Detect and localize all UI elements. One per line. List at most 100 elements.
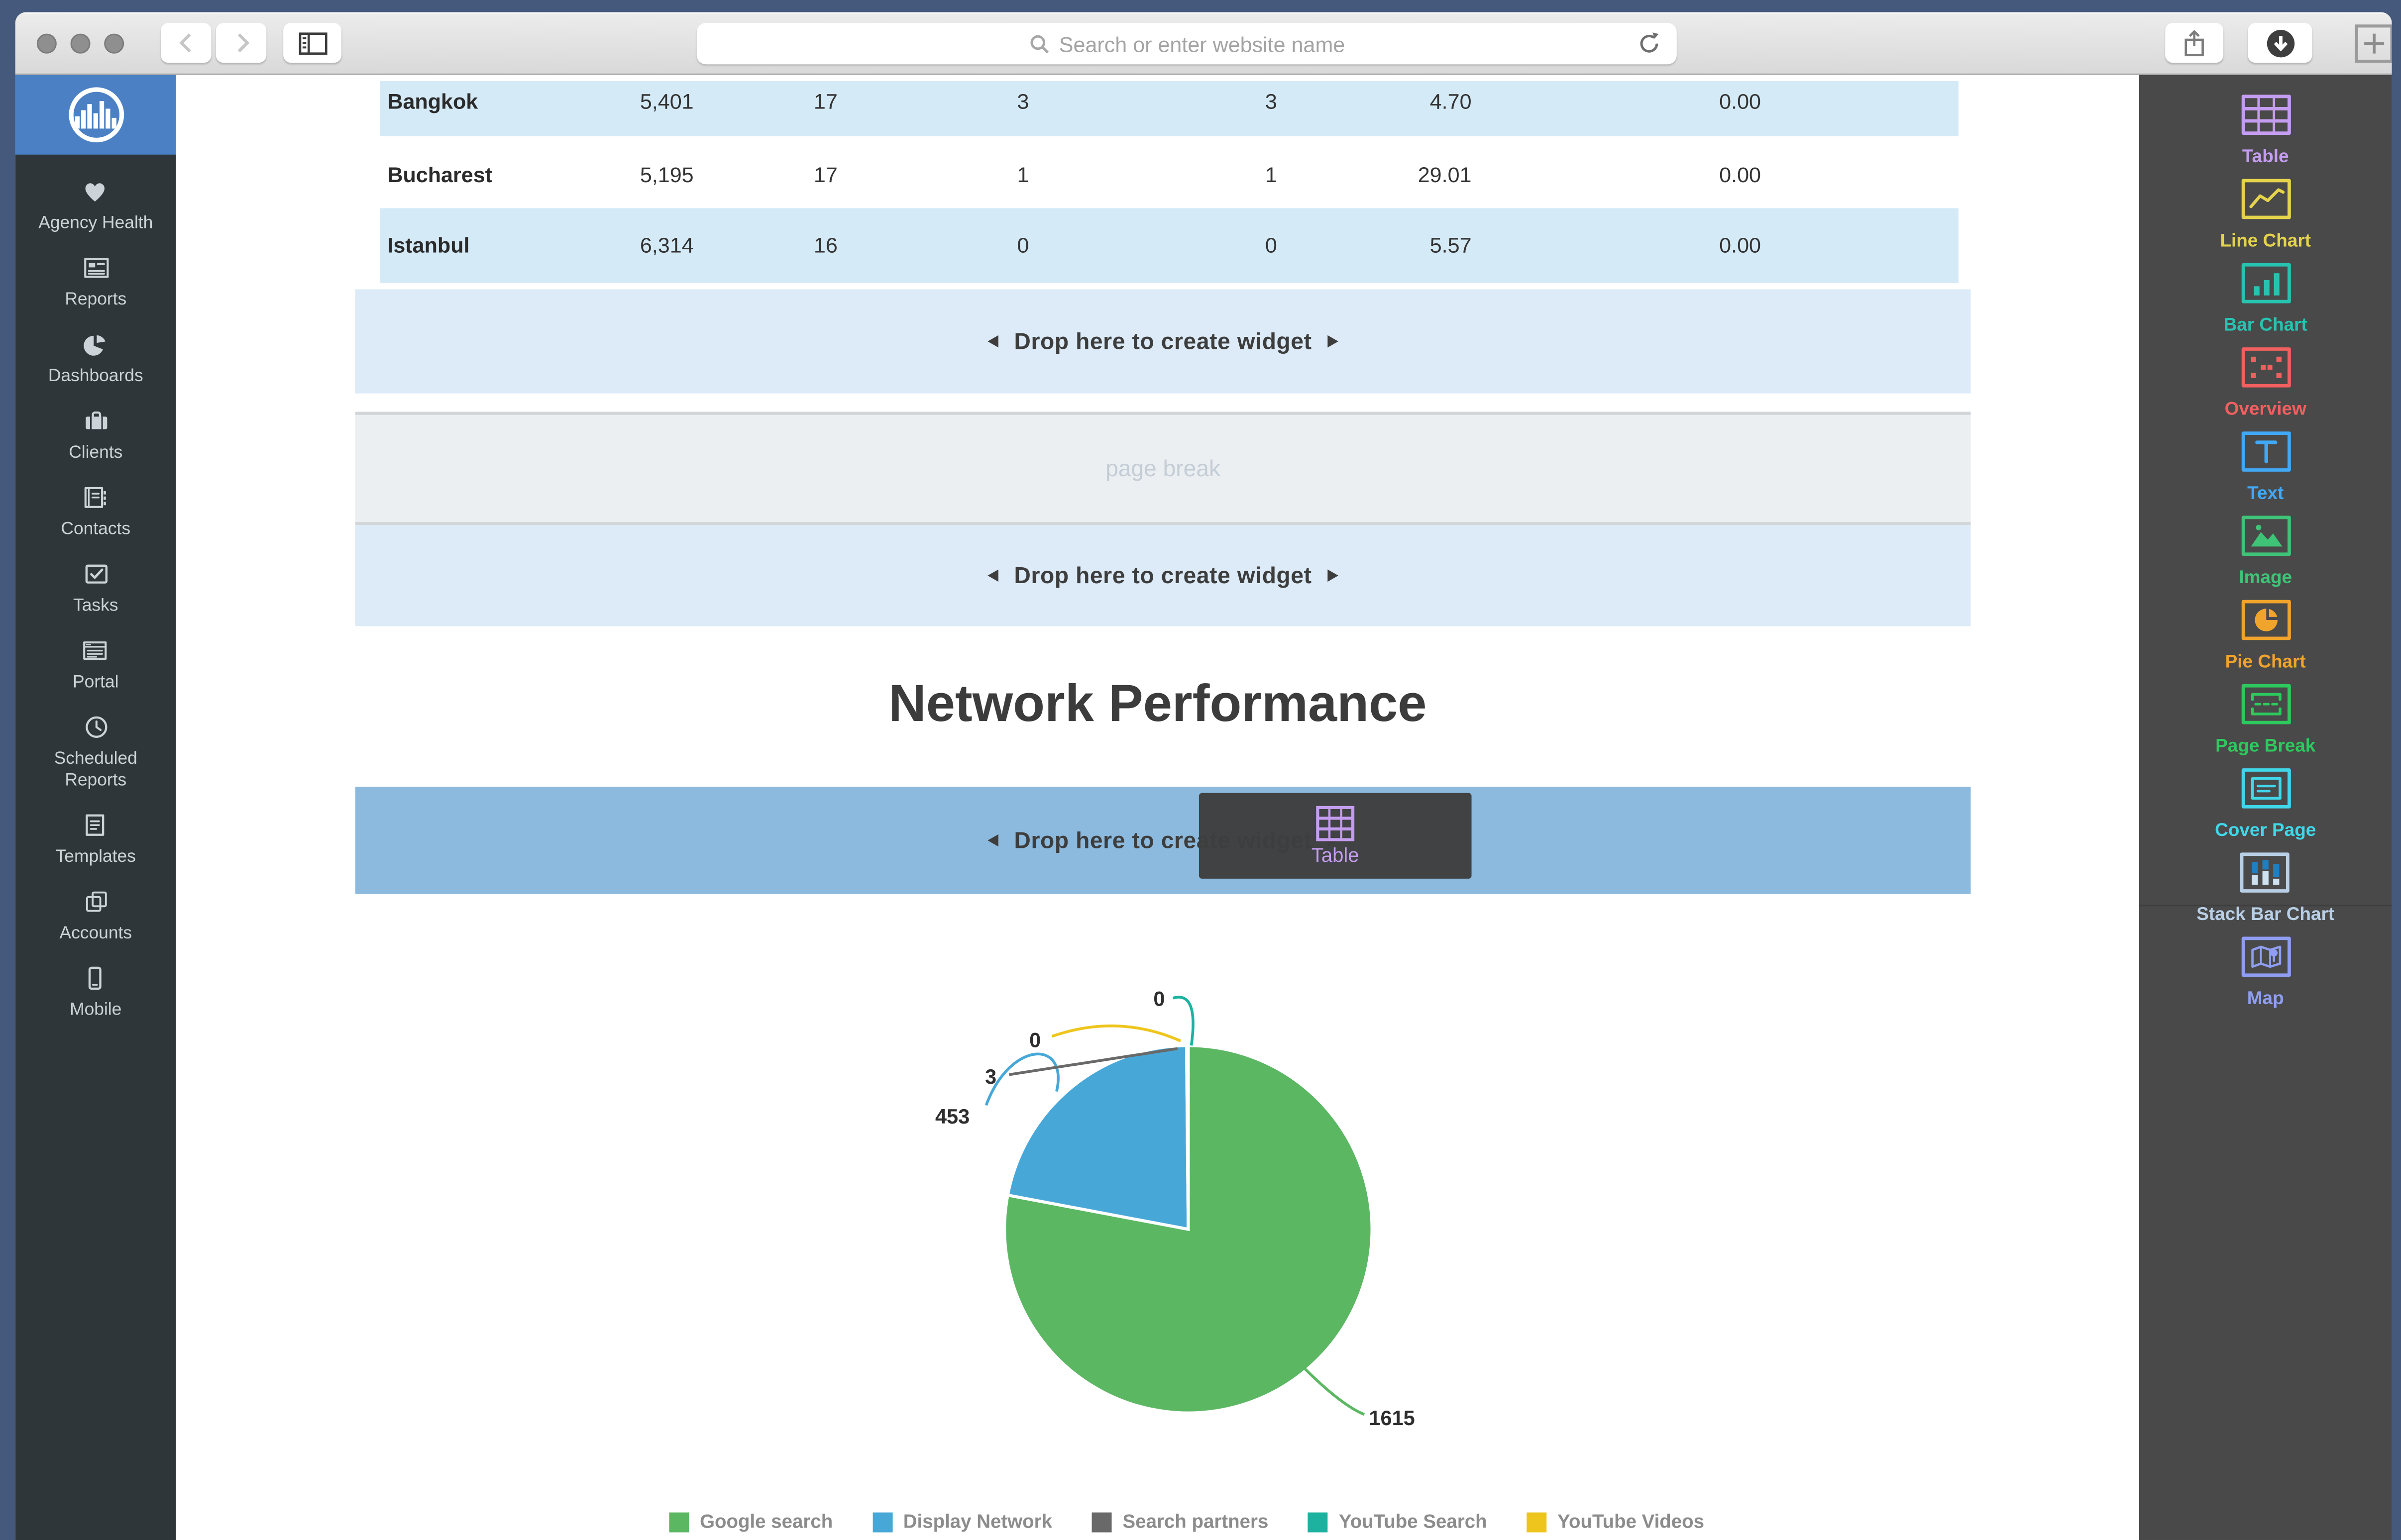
table-row[interactable]: Bucharest 5,195 17 1 1 29.01 0.00 [380, 136, 1959, 208]
palette-item-label: Overview [2224, 398, 2306, 419]
table-cell-value: 29.01 [1418, 162, 1472, 187]
palette-item-map[interactable]: Map [2239, 935, 2292, 1009]
table-cell-value: 0.00 [1719, 232, 1761, 257]
right-triangle-icon [1327, 569, 1338, 582]
leader-line [984, 1052, 1060, 1106]
section-title: Network Performance [888, 675, 1427, 733]
search-icon [1030, 34, 1048, 53]
page-break-widget[interactable]: page break [355, 411, 1971, 525]
sidebar-item-tasks[interactable]: Tasks [73, 559, 118, 617]
right-triangle-icon [1327, 335, 1338, 348]
palette-item-stack-bar-chart[interactable]: Stack Bar Chart [2196, 851, 2334, 924]
palette-item-image[interactable]: Image [2239, 514, 2292, 588]
table-row[interactable]: Istanbul 6,314 16 0 0 5.57 0.00 [379, 208, 1959, 284]
sidebar-item-templates[interactable]: Templates [56, 810, 136, 868]
sidebar-item-label: Tasks [73, 597, 118, 616]
sidebar-item-contacts[interactable]: Contacts [61, 482, 130, 540]
legend-swatch-icon [1091, 1512, 1112, 1532]
sidebar-item-mobile[interactable]: Mobile [70, 963, 121, 1022]
share-icon [2184, 29, 2204, 56]
table-cell-city: Bucharest [387, 162, 493, 187]
sidebar-item-portal[interactable]: Portal [73, 635, 118, 694]
clock-icon [81, 712, 111, 743]
palette-item-pie-chart[interactable]: Pie Chart [2225, 599, 2306, 672]
leader-line [1009, 1047, 1178, 1076]
legend-label: Display Network [903, 1511, 1053, 1533]
report-table-widget[interactable]: Bangkok 5,401 17 3 3 4.70 0.00 Bucharest 5,195 17… [379, 81, 1959, 284]
palette-item-label: Page Break [2215, 734, 2316, 756]
legend-swatch-icon [1527, 1512, 1547, 1532]
dropzone-1[interactable]: Drop here to create widget [355, 289, 1971, 394]
new-tab-button[interactable] [2355, 24, 2392, 63]
address-placeholder: Search or enter website name [1059, 31, 1345, 56]
pie-chart-widget-icon [2239, 599, 2292, 649]
palette-item-bar-chart[interactable]: Bar Chart [2224, 262, 2307, 335]
legend-item: YouTube Videos [1527, 1511, 1704, 1533]
sidebar-item-label: Templates [55, 848, 136, 867]
table-cell-value: 4.70 [1429, 89, 1472, 113]
palette-item-overview[interactable]: Overview [2225, 346, 2306, 419]
sidebar-item-label: Clients [69, 444, 123, 463]
dropzone-2[interactable]: Drop here to create widget [355, 525, 1971, 626]
sidebar-item-dashboards[interactable]: Dashboards [48, 329, 143, 388]
palette-item-table[interactable]: Table [2239, 94, 2292, 167]
leader-line [1172, 996, 1195, 1046]
dropzone-text: Drop here to create widget [1014, 562, 1312, 589]
back-button[interactable] [161, 23, 212, 63]
palette-item-line-chart[interactable]: Line Chart [2220, 178, 2311, 251]
legend-label: Search partners [1122, 1511, 1269, 1533]
close-window-button[interactable] [36, 33, 57, 54]
pie-data-label: 3 [985, 1065, 996, 1088]
pie-data-label: 0 [1153, 987, 1165, 1010]
table-cell-value: 0 [1265, 232, 1277, 257]
palette-item-cover-page[interactable]: Cover Page [2215, 767, 2316, 840]
text-widget-icon [2239, 430, 2292, 481]
logo-bars-icon [68, 87, 123, 143]
share-button[interactable] [2165, 23, 2224, 63]
sidebar-item-label: Mobile [70, 1001, 122, 1020]
legend-label: Google search [700, 1511, 833, 1533]
left-triangle-icon [988, 335, 999, 348]
table-cell-value: 3 [1265, 89, 1277, 113]
left-triangle-icon [988, 569, 999, 582]
table-cell-value: 5,401 [640, 89, 694, 113]
leader-line [1302, 1366, 1365, 1416]
drag-ghost-label: Table [1311, 843, 1359, 867]
zoom-window-button[interactable] [104, 33, 124, 54]
forward-button[interactable] [216, 23, 267, 63]
sidebar-toggle-button[interactable] [283, 23, 342, 63]
downloads-button[interactable] [2248, 23, 2312, 63]
sidebar-item-accounts[interactable]: Accounts [60, 887, 132, 945]
browser-window: Search or enter website name [15, 12, 2392, 1540]
report-canvas: Bangkok 5,401 17 3 3 4.70 0.00 Bucharest 5,195 17… [176, 75, 2139, 1540]
dropzone-text: Drop here to create widget [1014, 328, 1312, 355]
contacts-icon [80, 482, 111, 513]
chart-legend: Google search Display Network Search partn… [176, 1511, 2139, 1533]
sidebar-item-reports[interactable]: Reports [65, 253, 126, 311]
address-search-input[interactable]: Search or enter website name [696, 23, 1677, 65]
pie-chart-widget[interactable]: 1615 453 3 0 0 [613, 951, 1761, 1456]
table-cell-value: 0 [1017, 232, 1029, 257]
palette-item-text[interactable]: Text [2239, 430, 2292, 504]
table-row[interactable]: Bangkok 5,401 17 3 3 4.70 0.00 [379, 81, 1959, 136]
legend-item: Display Network [873, 1511, 1052, 1533]
sidebar-item-agency-health[interactable]: Agency Health [38, 176, 153, 234]
reload-button[interactable] [1637, 31, 1661, 65]
dropzone-active[interactable]: Drop here to create widget Table [355, 787, 1971, 894]
templates-icon [80, 810, 111, 841]
palette-item-page-break[interactable]: Page Break [2215, 683, 2315, 756]
legend-item: YouTube Search [1308, 1511, 1487, 1533]
palette-item-label: Bar Chart [2223, 313, 2307, 335]
sidebar-item-clients[interactable]: Clients [69, 406, 122, 464]
table-grid-icon [1316, 806, 1355, 841]
table-cell-value: 17 [813, 89, 838, 113]
app-logo[interactable] [15, 75, 176, 155]
legend-swatch-icon [1308, 1512, 1328, 1532]
pie-data-label: 1615 [1369, 1406, 1415, 1430]
sidebar-item-scheduled-reports[interactable]: Scheduled Reports [34, 712, 157, 792]
cover-page-widget-icon [2239, 767, 2292, 818]
drag-ghost-table-widget[interactable]: Table [1199, 793, 1472, 879]
legend-label: YouTube Search [1338, 1511, 1487, 1533]
minimize-window-button[interactable] [70, 33, 91, 54]
legend-swatch-icon [873, 1512, 893, 1532]
